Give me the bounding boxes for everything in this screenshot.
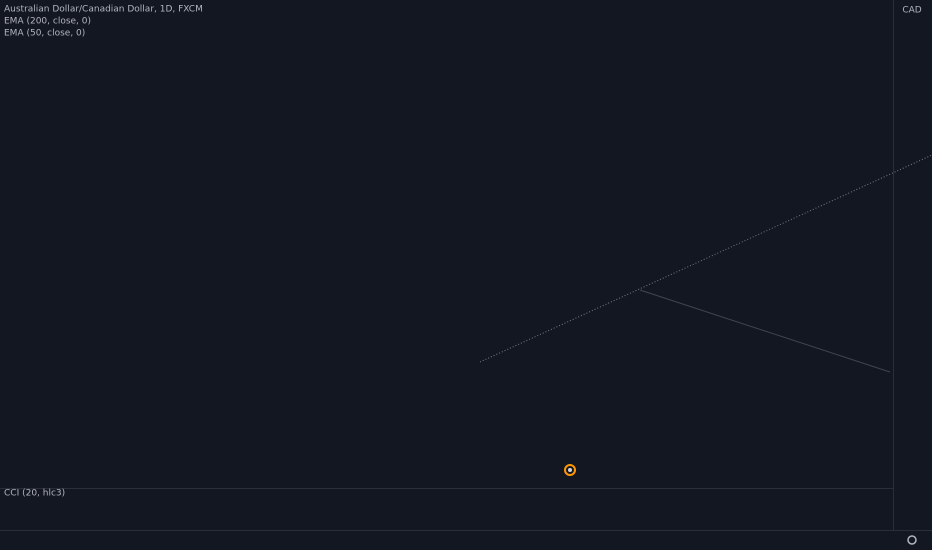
trend-line [479, 154, 932, 363]
cci-legend: CCI (20, hlc3) [4, 489, 65, 499]
ema-legend: EMA (200, close, 0) [4, 17, 91, 27]
settings-icon[interactable] [907, 535, 917, 545]
ema-legend: EMA (50, close, 0) [4, 29, 85, 39]
currency: CAD [902, 6, 921, 16]
symbol-title: Australian Dollar/Canadian Dollar, 1D, F… [4, 5, 203, 15]
anchor-dot [568, 468, 572, 472]
legend: Australian Dollar/Canadian Dollar, 1D, F… [4, 5, 203, 499]
trend-line [639, 289, 891, 373]
